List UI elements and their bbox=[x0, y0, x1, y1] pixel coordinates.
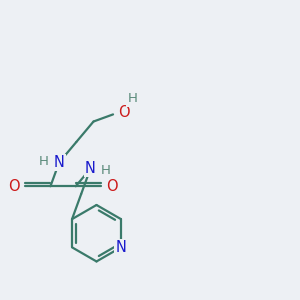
Text: N: N bbox=[116, 240, 126, 255]
Text: N: N bbox=[85, 161, 96, 176]
Text: N: N bbox=[54, 155, 64, 170]
Text: H: H bbox=[39, 154, 49, 167]
Text: O: O bbox=[118, 105, 129, 120]
Text: H: H bbox=[101, 164, 111, 177]
Text: H: H bbox=[128, 92, 137, 106]
Text: O: O bbox=[8, 179, 20, 194]
Text: O: O bbox=[106, 179, 118, 194]
